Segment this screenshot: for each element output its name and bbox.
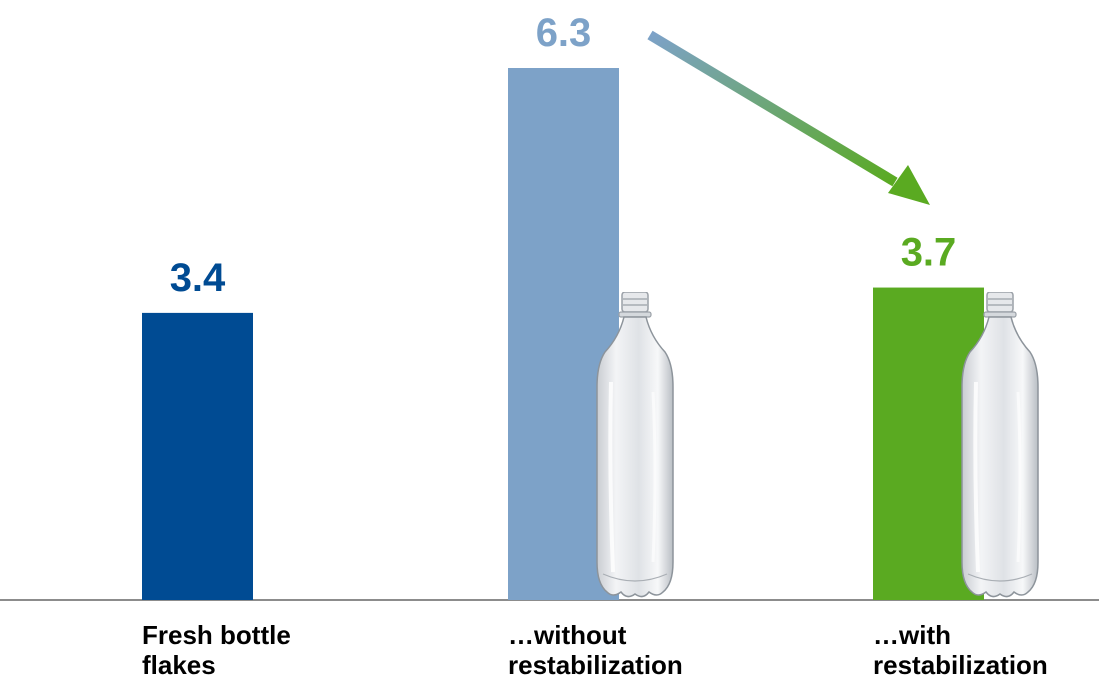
- decrease-arrow: [647, 30, 930, 205]
- data-label-without-restabilization: 6.3: [536, 11, 592, 55]
- data-label-fresh-bottle-flakes: 3.4: [170, 256, 226, 300]
- tick-label-fresh-bottle-flakes: Fresh bottle flakes: [142, 620, 291, 680]
- bar-fresh-bottle-flakes: [142, 312, 253, 600]
- tick-label-without-restabilization: …without restabilization: [508, 620, 683, 680]
- data-label-with-restabilization: 3.7: [901, 231, 957, 275]
- tick-label-with-restabilization: …with restabilization: [873, 620, 1048, 680]
